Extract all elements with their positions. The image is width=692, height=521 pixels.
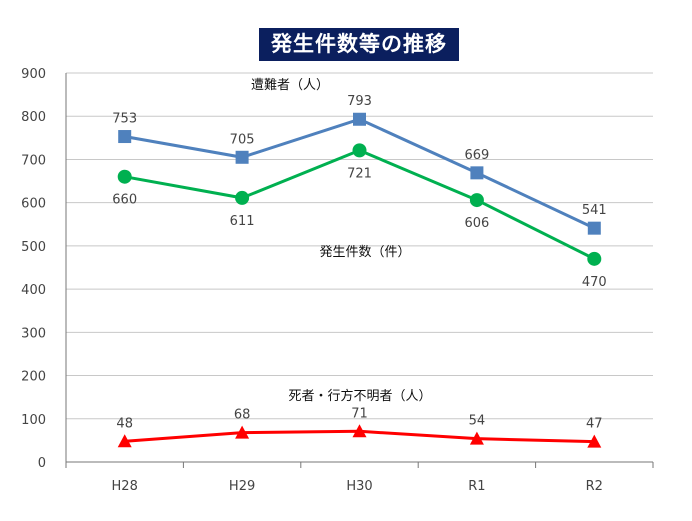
series-name-label: 発生件数（件）: [319, 245, 410, 260]
data-point-square: [470, 166, 484, 180]
data-label: 705: [230, 132, 255, 147]
data-label: 606: [464, 216, 489, 231]
data-point-triangle: [235, 425, 250, 439]
data-point-circle: [235, 190, 250, 205]
data-point-square: [118, 130, 132, 144]
data-label: 48: [116, 416, 133, 431]
x-tick-label: H30: [346, 479, 372, 494]
data-point-triangle: [117, 434, 132, 448]
data-point-circle: [587, 251, 602, 266]
data-label: 541: [582, 203, 607, 218]
x-tick-label: H29: [229, 479, 255, 494]
y-tick-label: 0: [38, 456, 46, 471]
x-tick-label: R1: [468, 479, 485, 494]
y-tick-label: 900: [21, 67, 46, 82]
data-point-square: [353, 112, 366, 126]
data-point-triangle: [587, 434, 602, 448]
data-label: 54: [469, 414, 486, 429]
data-label: 470: [582, 275, 607, 290]
y-tick-label: 300: [21, 326, 46, 341]
y-tick-label: 500: [21, 240, 46, 255]
data-point-circle: [352, 143, 367, 158]
data-label: 669: [464, 148, 489, 163]
data-label: 753: [112, 112, 137, 127]
data-label: 793: [347, 94, 372, 109]
y-tick-label: 800: [21, 110, 46, 125]
data-label: 660: [112, 193, 137, 208]
data-point-square: [235, 150, 249, 164]
series-name-label: 死者・行方不明者（人）: [288, 388, 431, 404]
y-tick-label: 100: [21, 413, 46, 428]
y-tick-label: 400: [21, 283, 46, 298]
data-label: 68: [234, 408, 251, 423]
data-point-triangle: [469, 431, 484, 445]
y-tick-label: 700: [21, 153, 46, 168]
data-label: 71: [351, 406, 368, 421]
y-tick-label: 600: [21, 197, 46, 212]
data-point-circle: [117, 169, 132, 184]
data-label: 721: [347, 166, 372, 181]
data-label: 611: [230, 214, 255, 229]
data-point-triangle: [352, 424, 367, 438]
data-point-circle: [469, 193, 484, 208]
y-tick-label: 200: [21, 370, 46, 385]
x-tick-label: H28: [112, 479, 138, 494]
data-label: 47: [586, 417, 603, 432]
series-name-label: 遭難者（人）: [251, 78, 329, 93]
x-tick-label: R2: [586, 479, 603, 494]
chart-title: 発生件数等の推移: [259, 28, 459, 61]
data-point-square: [587, 221, 601, 235]
